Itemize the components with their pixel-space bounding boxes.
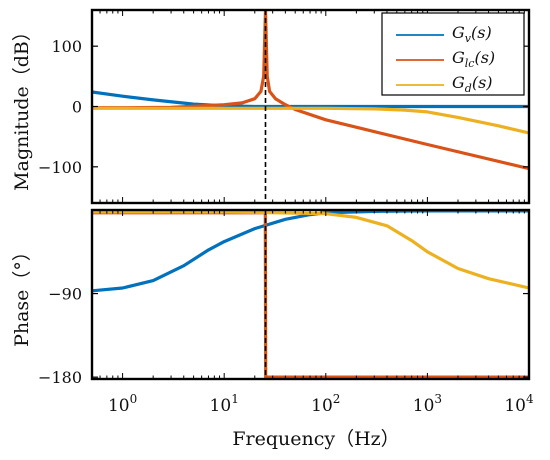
series-line-gd	[92, 210, 529, 290]
x-tick-label: 104	[504, 392, 534, 416]
x-axis-label: Frequency（Hz）	[232, 428, 399, 450]
y-axis-label: Magnitude（dB）	[11, 22, 33, 191]
phase-panel: −90 −180 100 101 102 103 104 Phase（°）	[11, 208, 534, 416]
axes-frame	[90, 208, 531, 381]
series-line-glc	[92, 211, 529, 379]
y-tick-label: −180	[38, 368, 82, 387]
series-line-gd	[92, 106, 529, 135]
series-line-glc	[92, 10, 529, 171]
y-axis-label: Phase（°）	[11, 242, 33, 347]
series-line-gv	[92, 90, 529, 109]
x-tick-label: 103	[413, 392, 442, 416]
x-tick-label: 102	[311, 392, 340, 416]
y-tick-label: 0	[72, 98, 82, 117]
series-line-gv	[92, 210, 529, 293]
magnitude-panel: 100 0 −100 Magnitude（dB）	[11, 8, 531, 205]
legend-entry: Glc(s)	[452, 48, 495, 70]
y-tick-label: −90	[48, 285, 82, 304]
legend: Gv(s) Glc(s) Gd(s)	[381, 12, 525, 96]
x-tick-label: 100	[108, 392, 137, 416]
y-tick-label: −100	[38, 158, 82, 177]
legend-entry: Gv(s)	[452, 23, 492, 45]
legend-box	[381, 12, 525, 96]
legend-entry: Gd(s)	[452, 73, 493, 95]
x-tick-label: 101	[210, 392, 239, 416]
y-tick-label: 100	[51, 37, 82, 56]
